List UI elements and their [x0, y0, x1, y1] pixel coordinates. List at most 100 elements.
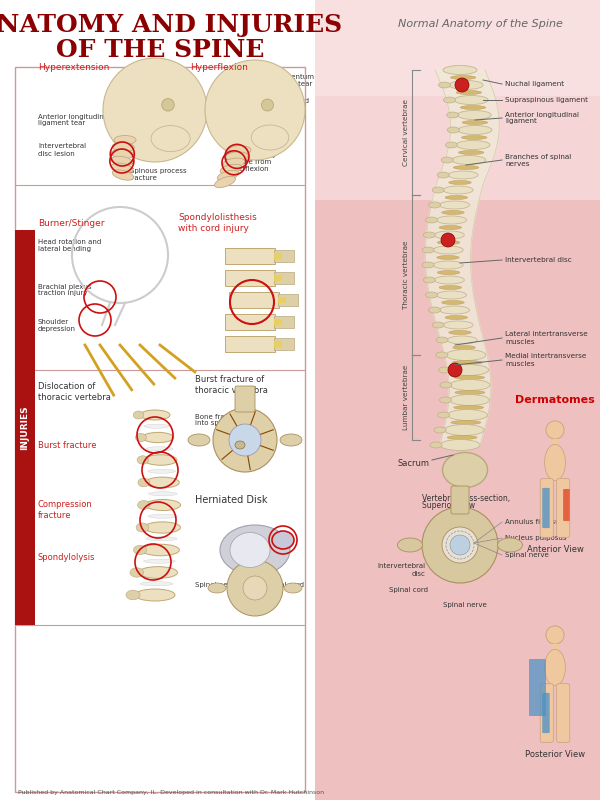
Text: Branches of spinal
nerves: Branches of spinal nerves [505, 154, 571, 166]
Ellipse shape [425, 292, 437, 298]
Ellipse shape [146, 537, 177, 541]
Bar [315, 37, 600, 78]
Ellipse shape [229, 146, 251, 154]
Ellipse shape [454, 95, 488, 105]
Ellipse shape [443, 321, 473, 329]
Ellipse shape [432, 322, 444, 328]
Circle shape [546, 626, 564, 644]
Ellipse shape [445, 315, 467, 319]
Ellipse shape [439, 286, 461, 290]
Circle shape [422, 507, 498, 583]
Ellipse shape [146, 499, 181, 510]
Ellipse shape [146, 446, 173, 450]
Ellipse shape [439, 226, 461, 230]
Bar [315, 7, 600, 49]
Ellipse shape [133, 411, 144, 419]
Ellipse shape [456, 141, 490, 150]
Ellipse shape [235, 441, 245, 449]
Ellipse shape [451, 421, 481, 425]
Ellipse shape [437, 255, 459, 259]
Ellipse shape [226, 152, 248, 161]
Text: Spinal cord
injury: Spinal cord injury [270, 98, 309, 111]
Bar [278, 297, 286, 303]
Bar [315, 1, 600, 42]
Bar [315, 0, 600, 800]
Ellipse shape [136, 434, 146, 442]
Ellipse shape [445, 195, 467, 199]
Ellipse shape [442, 210, 464, 214]
FancyBboxPatch shape [529, 659, 546, 716]
Bar [225, 314, 275, 330]
Text: Normal Anatomy of the Spine: Normal Anatomy of the Spine [398, 19, 562, 29]
Ellipse shape [140, 582, 173, 586]
Text: Burst fracture: Burst fracture [38, 441, 97, 450]
Circle shape [243, 576, 267, 600]
FancyBboxPatch shape [235, 386, 255, 412]
Ellipse shape [422, 262, 434, 268]
Ellipse shape [422, 247, 434, 253]
Bar [315, 22, 600, 63]
Bar [274, 275, 282, 281]
FancyBboxPatch shape [247, 542, 263, 564]
Circle shape [262, 99, 274, 111]
Text: Posterior View: Posterior View [525, 750, 585, 759]
Ellipse shape [439, 82, 451, 88]
Ellipse shape [151, 126, 190, 152]
Ellipse shape [135, 589, 175, 601]
Ellipse shape [145, 454, 177, 466]
Ellipse shape [137, 456, 148, 464]
Ellipse shape [149, 492, 177, 496]
Ellipse shape [437, 241, 460, 245]
Ellipse shape [437, 291, 467, 299]
Bar [315, 3, 600, 44]
Text: Spinal cord: Spinal cord [265, 582, 304, 588]
Ellipse shape [251, 125, 289, 150]
Text: Supraspinous ligament: Supraspinous ligament [505, 97, 588, 103]
Ellipse shape [443, 66, 477, 74]
Ellipse shape [448, 171, 478, 179]
Text: Intervertebral
disc: Intervertebral disc [377, 563, 425, 577]
Text: Spondylolysis: Spondylolysis [38, 554, 95, 562]
Ellipse shape [455, 375, 485, 379]
Bar [315, 33, 600, 74]
Circle shape [162, 98, 174, 111]
Ellipse shape [449, 181, 471, 185]
Ellipse shape [433, 246, 463, 254]
Ellipse shape [437, 412, 449, 418]
Ellipse shape [146, 477, 179, 488]
Text: Superior View: Superior View [422, 502, 475, 510]
Ellipse shape [447, 336, 477, 344]
Text: Spinous process
fracture: Spinous process fracture [130, 169, 187, 182]
Text: Burner/Stinger: Burner/Stinger [38, 218, 104, 227]
Ellipse shape [451, 75, 476, 79]
Ellipse shape [446, 112, 458, 118]
Bar [315, 0, 600, 200]
Bar [315, 14, 600, 54]
Ellipse shape [454, 406, 484, 410]
Ellipse shape [443, 97, 455, 103]
Ellipse shape [452, 361, 482, 365]
Ellipse shape [215, 176, 235, 188]
Ellipse shape [133, 546, 146, 554]
Polygon shape [425, 70, 499, 445]
Ellipse shape [142, 544, 179, 556]
Bar [229, 292, 279, 308]
Bar [315, 24, 600, 66]
Ellipse shape [450, 379, 490, 390]
Ellipse shape [148, 514, 178, 518]
Ellipse shape [139, 566, 178, 578]
Bar [315, 6, 600, 46]
Text: Spinal nerve: Spinal nerve [505, 552, 549, 558]
Text: Anterior longitudinal
ligament tear: Anterior longitudinal ligament tear [38, 114, 110, 126]
Ellipse shape [434, 231, 464, 239]
Ellipse shape [434, 276, 464, 284]
Ellipse shape [434, 427, 446, 433]
Bar [315, 29, 600, 70]
Bar [315, 34, 600, 76]
Ellipse shape [440, 201, 470, 209]
FancyBboxPatch shape [542, 488, 550, 528]
Bar [274, 250, 294, 262]
Ellipse shape [461, 135, 487, 139]
Text: Thoracic vertebrae: Thoracic vertebrae [403, 241, 409, 310]
Text: Spinal nerve: Spinal nerve [443, 602, 487, 608]
